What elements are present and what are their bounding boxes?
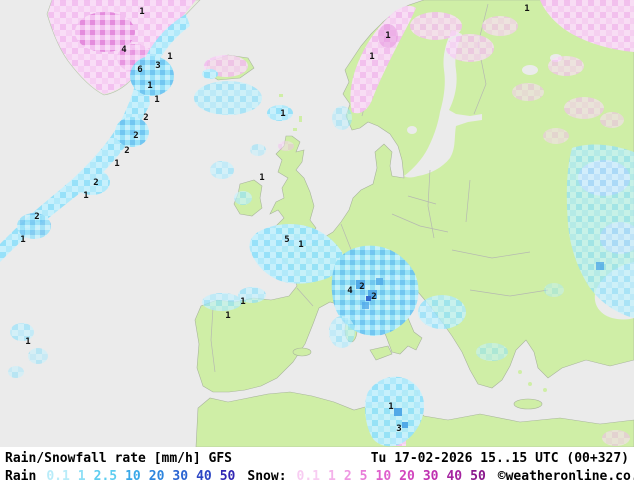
snow-legend-label: Snow:: [247, 469, 287, 484]
snow-scale-value: 2: [343, 469, 352, 484]
snow-scale-value: 5: [359, 469, 368, 484]
rain-scale-value: 50: [219, 469, 236, 484]
footer-legend-row: Rain 0.1 1 2.5 10 20 30 40 50 Snow: 0.1 1 2 5 10 20 3…: [0, 469, 634, 484]
snow-scale-value: 30: [422, 469, 439, 484]
snow-scale-value: 0.1: [296, 469, 321, 484]
rain-scale-value: 2.5: [93, 469, 118, 484]
rain-scale: 0.1 1 2.5 10 20 30 40 50: [46, 469, 235, 484]
balearics: [292, 347, 312, 357]
footer: Rain/Snowfall rate [mm/h] GFS Tu 17-02-2…: [0, 447, 634, 490]
snow-scale-value: 20: [399, 469, 415, 484]
orkney: [293, 128, 297, 131]
map-datetime: Tu 17-02-2026 15..15 UTC (00+327): [370, 451, 629, 466]
rain-layer: [0, 14, 634, 447]
rain-scale-value: 0.1: [46, 469, 70, 484]
copyright: ©weatheronline.co.uk: [497, 469, 634, 484]
aegean-island: [543, 388, 547, 392]
rain-scale-value: 10: [125, 469, 141, 484]
map-title: Rain/Snowfall rate [mm/h] GFS: [5, 451, 232, 466]
aegean-island: [518, 370, 522, 374]
snow-scale-value: 50: [470, 469, 486, 484]
snow-scale-value: 40: [446, 469, 463, 484]
rain-scale-value: 1: [77, 469, 86, 484]
rain-scale-value: 20: [148, 469, 165, 484]
baltic-sea: [404, 30, 482, 178]
snow-scale: 0.1 1 2 5 10 20 30 40 50: [297, 469, 486, 484]
rain-legend-label: Rain: [5, 469, 37, 484]
snow-scale-value: 10: [375, 469, 392, 484]
rain-scale-value: 30: [172, 469, 189, 484]
faroe: [279, 94, 283, 97]
shetland: [299, 116, 302, 122]
aegean-island: [528, 382, 532, 386]
europe-map-svg: [0, 0, 634, 447]
sicily: [369, 345, 393, 361]
rain-scale-value: 40: [196, 469, 212, 484]
snow-scale-value: 1: [328, 469, 336, 484]
footer-title-row: Rain/Snowfall rate [mm/h] GFS Tu 17-02-2…: [0, 451, 634, 466]
crete: [513, 398, 543, 410]
